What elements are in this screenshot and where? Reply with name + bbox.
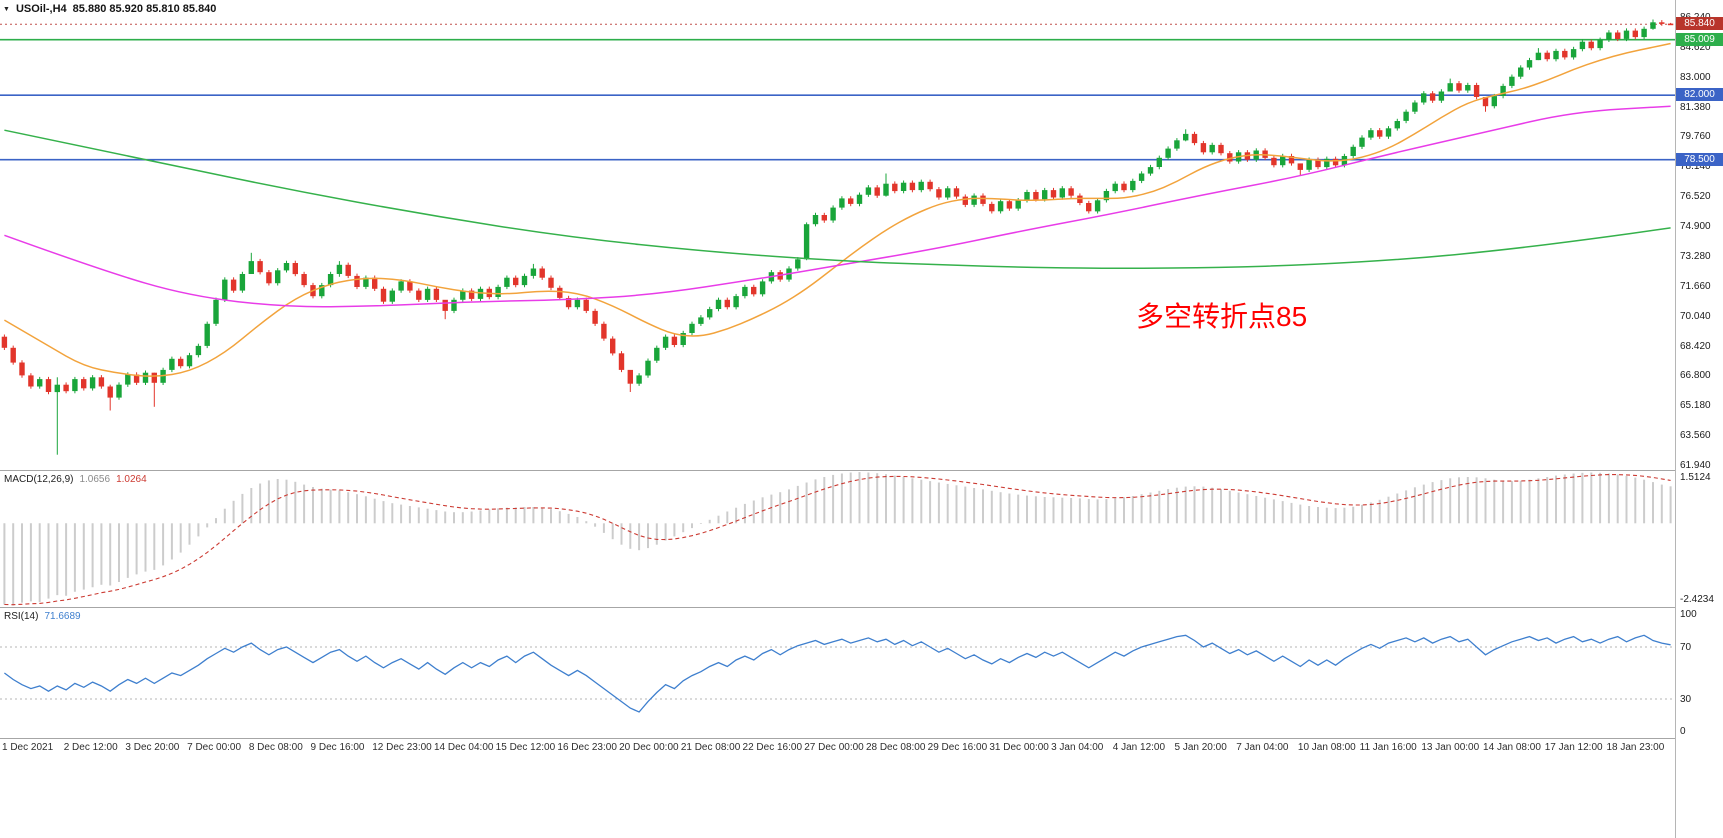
time-axis-label: 15 Dec 12:00 xyxy=(495,742,556,753)
macd-axis-max: 1.5124 xyxy=(1680,472,1711,483)
macd-histogram xyxy=(3,472,1672,606)
price-axis-label: 81.380 xyxy=(1680,101,1711,113)
time-axis-label: 31 Dec 00:00 xyxy=(989,742,1049,753)
price-axis-label: 73.280 xyxy=(1680,250,1711,262)
panel-separator[interactable] xyxy=(0,607,1723,608)
candles xyxy=(1,19,1674,455)
rsi-name: RSI(14) xyxy=(4,611,39,622)
collapse-icon[interactable]: ▼ xyxy=(3,5,10,13)
time-axis-label: 21 Dec 08:00 xyxy=(680,742,741,753)
rsi-value: 71.6689 xyxy=(44,611,81,622)
time-axis-label: 8 Dec 08:00 xyxy=(248,742,303,753)
time-axis-label: 5 Jan 20:00 xyxy=(1174,742,1227,753)
time-axis-label: 29 Dec 16:00 xyxy=(927,742,988,753)
macd-value-main: 1.0656 xyxy=(79,474,111,485)
price-axis-label: 61.940 xyxy=(1680,460,1711,472)
price-chart-svg[interactable] xyxy=(0,0,1675,470)
ma-medium-magenta-line xyxy=(4,105,1671,308)
time-axis-label: 14 Dec 04:00 xyxy=(433,742,494,753)
time-axis-label: 7 Dec 00:00 xyxy=(187,742,242,753)
time-axis-label: 10 Jan 08:00 xyxy=(1297,742,1356,753)
chart-header: ▼ USOil-,H4 85.880 85.920 85.810 85.840 xyxy=(3,3,216,15)
hline-82-badge: 82.000 xyxy=(1676,88,1723,102)
macd-signal-line xyxy=(4,474,1671,606)
time-axis-label: 13 Jan 00:00 xyxy=(1421,742,1480,753)
time-axis-label: 9 Dec 16:00 xyxy=(310,742,365,753)
rsi-axis-label: 0 xyxy=(1680,726,1686,737)
time-axis-label: 16 Dec 23:00 xyxy=(557,742,617,753)
time-axis-label: 2 Dec 12:00 xyxy=(63,742,118,753)
symbol-timeframe-label: USOil-,H4 xyxy=(15,3,67,15)
hline-78-badge: 78.500 xyxy=(1676,152,1723,166)
macd-panel[interactable]: MACD(12,26,9) 1.0656 1.0264 xyxy=(0,471,1675,607)
bid-price-badge: 85.840 xyxy=(1676,17,1723,31)
rsi-chart-svg[interactable] xyxy=(0,608,1675,738)
time-axis-label: 22 Dec 16:00 xyxy=(742,742,803,753)
panel-separator[interactable] xyxy=(0,470,1723,471)
rsi-axis-label: 70 xyxy=(1680,642,1692,653)
chart-annotation-text[interactable]: 多空转折点85 xyxy=(1136,301,1308,332)
rsi-panel[interactable]: RSI(14) 71.6689 xyxy=(0,608,1675,738)
rsi-axis-label: 100 xyxy=(1680,609,1697,620)
macd-label: MACD(12,26,9) 1.0656 1.0264 xyxy=(4,474,147,485)
macd-name: MACD(12,26,9) xyxy=(4,474,74,485)
ma-slow-green-line xyxy=(4,129,1671,269)
price-axis-label: 83.000 xyxy=(1680,71,1711,83)
time-axis-label: 12 Dec 23:00 xyxy=(372,742,432,753)
time-axis-label: 11 Jan 16:00 xyxy=(1359,742,1417,753)
time-axis[interactable]: 1 Dec 2021 2 Dec 12:00 3 Dec 20:00 7 Dec 00… xyxy=(0,740,1675,760)
rsi-levels xyxy=(0,646,1675,700)
time-axis-label: 17 Jan 12:00 xyxy=(1544,742,1603,753)
time-axis-label: 1 Dec 2021 xyxy=(2,742,54,753)
time-axis-label: 27 Dec 00:00 xyxy=(804,742,864,753)
ohlc-values: 85.880 85.920 85.810 85.840 xyxy=(72,3,217,15)
rsi-axis-label: 30 xyxy=(1680,694,1692,705)
rsi-line xyxy=(4,634,1671,713)
price-axis-label: 70.040 xyxy=(1680,310,1711,322)
macd-axis-min: -2.4234 xyxy=(1680,594,1714,605)
price-axis-label: 66.800 xyxy=(1680,370,1711,382)
price-axis-label: 63.560 xyxy=(1680,430,1711,442)
time-axis-label: 3 Jan 04:00 xyxy=(1051,742,1104,753)
price-axis-label: 76.520 xyxy=(1680,191,1711,203)
price-axis[interactable]: 86.24084.62083.00081.38079.76078.14076.5… xyxy=(1675,0,1723,838)
horizontal-lines[interactable] xyxy=(0,38,1675,161)
price-axis-label: 71.660 xyxy=(1680,280,1711,292)
rsi-label: RSI(14) 71.6689 xyxy=(4,611,81,622)
ma-fast-orange-line xyxy=(4,42,1671,377)
price-axis-label: 65.180 xyxy=(1680,400,1711,412)
time-axis-label: 28 Dec 08:00 xyxy=(865,742,926,753)
price-axis-label: 84.620 xyxy=(1680,41,1711,53)
time-axis-label: 14 Jan 08:00 xyxy=(1483,742,1541,753)
price-axis-label: 68.420 xyxy=(1680,340,1711,352)
macd-value-signal: 1.0264 xyxy=(116,474,147,485)
time-axis-label: 7 Jan 04:00 xyxy=(1236,742,1289,753)
panel-separator[interactable] xyxy=(0,738,1723,739)
price-axis-label: 74.900 xyxy=(1680,221,1711,233)
time-axis-label: 3 Dec 20:00 xyxy=(125,742,180,753)
time-axis-label: 4 Jan 12:00 xyxy=(1112,742,1166,753)
time-axis-label: 20 Dec 00:00 xyxy=(619,742,679,753)
time-axis-label: 18 Jan 23:00 xyxy=(1606,742,1665,753)
hline-85-badge: 85.009 xyxy=(1676,32,1723,46)
price-axis-label: 78.140 xyxy=(1680,161,1711,173)
price-axis-label: 79.760 xyxy=(1680,131,1711,143)
price-panel[interactable]: ▼ USOil-,H4 85.880 85.920 85.810 85.840 … xyxy=(0,0,1675,470)
macd-chart-svg[interactable] xyxy=(0,471,1675,607)
